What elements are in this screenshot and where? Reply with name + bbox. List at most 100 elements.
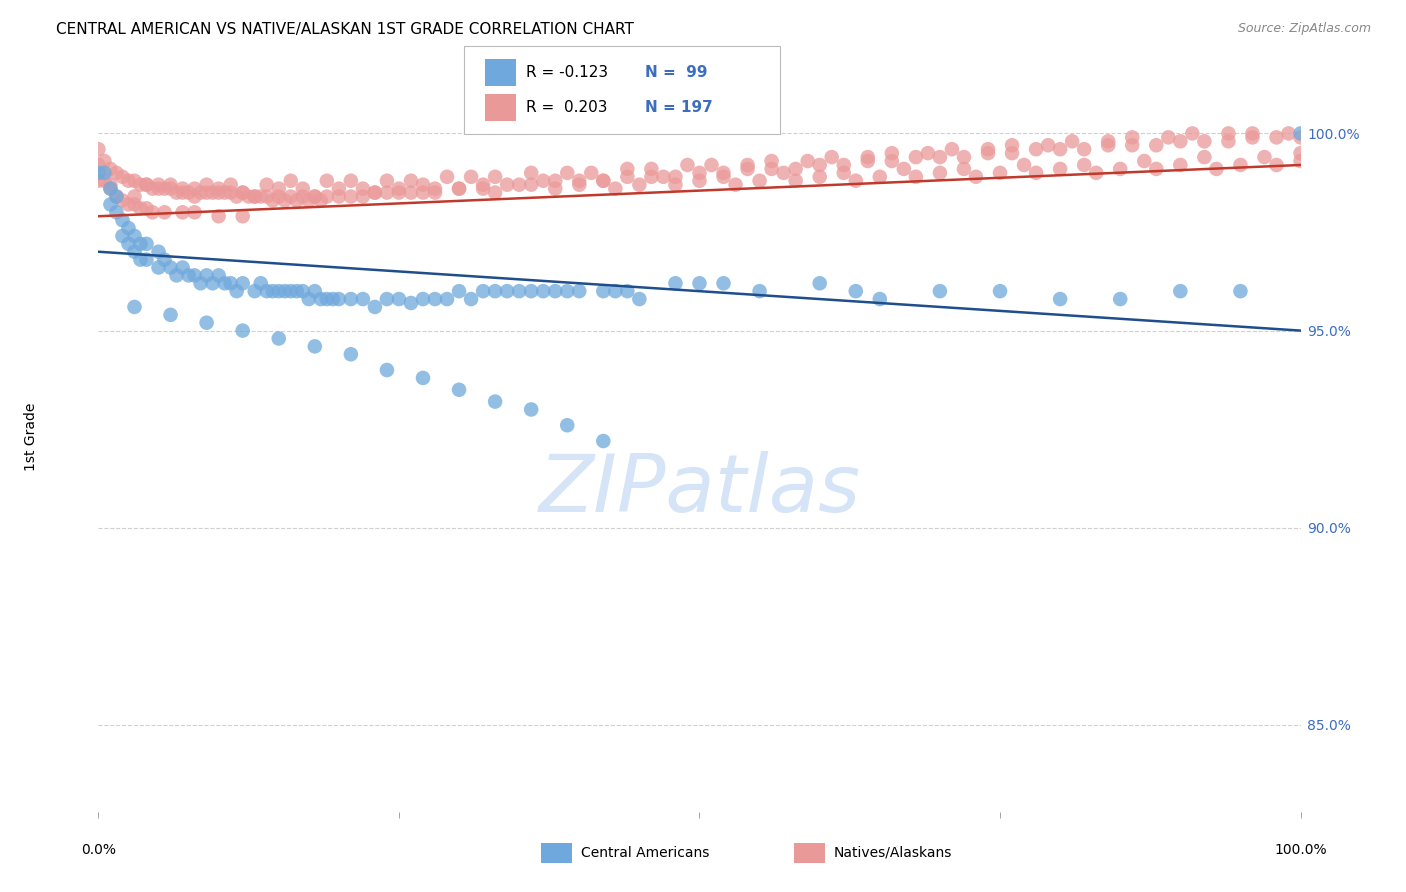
Point <box>208 186 231 200</box>
Point <box>375 174 398 188</box>
Point <box>225 189 247 203</box>
Point <box>412 292 434 306</box>
Point <box>592 434 614 448</box>
Point <box>1265 158 1288 172</box>
Point <box>117 221 139 235</box>
Point <box>460 169 482 184</box>
Point <box>309 292 332 306</box>
Point <box>129 236 152 251</box>
Point <box>232 209 254 223</box>
Point <box>328 189 350 203</box>
Point <box>664 169 686 184</box>
Point <box>232 277 254 291</box>
Point <box>640 161 662 176</box>
Point <box>724 178 747 192</box>
Point <box>87 158 110 172</box>
Point <box>496 178 519 192</box>
Point <box>544 284 567 298</box>
Point <box>124 244 146 259</box>
Point <box>904 169 927 184</box>
Point <box>1194 134 1216 148</box>
Point <box>262 284 284 298</box>
Point <box>1289 127 1312 141</box>
Point <box>124 189 146 203</box>
Point <box>1157 130 1180 145</box>
Point <box>172 260 194 275</box>
Point <box>412 178 434 192</box>
Point <box>412 186 434 200</box>
Point <box>267 189 290 203</box>
Point <box>256 189 278 203</box>
Point <box>280 284 302 298</box>
Text: N =  99: N = 99 <box>645 65 707 80</box>
Point <box>965 169 987 184</box>
Point <box>135 236 157 251</box>
Text: Natives/Alaskans: Natives/Alaskans <box>834 846 952 860</box>
Point <box>412 371 434 385</box>
Point <box>1218 134 1240 148</box>
Point <box>605 181 627 195</box>
Point <box>977 142 1000 156</box>
Point <box>484 169 506 184</box>
Point <box>869 169 891 184</box>
Point <box>100 181 122 195</box>
Point <box>256 284 278 298</box>
Point <box>640 169 662 184</box>
Point <box>748 174 770 188</box>
Point <box>977 146 1000 161</box>
Point <box>177 268 200 283</box>
Point <box>364 300 387 314</box>
Point <box>1025 166 1047 180</box>
Point <box>1012 158 1035 172</box>
Point <box>544 174 567 188</box>
Point <box>460 292 482 306</box>
Point <box>87 174 110 188</box>
Point <box>364 186 387 200</box>
Point <box>100 181 122 195</box>
Point <box>166 268 188 283</box>
Point <box>436 169 458 184</box>
Point <box>568 174 591 188</box>
Point <box>472 178 495 192</box>
Point <box>1170 134 1192 148</box>
Point <box>821 150 844 164</box>
Point <box>447 181 470 195</box>
Point <box>177 186 200 200</box>
Point <box>832 158 855 172</box>
Point <box>243 189 266 203</box>
Point <box>856 154 879 169</box>
Point <box>928 166 950 180</box>
Point <box>172 205 194 219</box>
Point <box>352 292 374 306</box>
Point <box>352 181 374 195</box>
Point <box>436 292 458 306</box>
Point <box>135 178 157 192</box>
Point <box>219 178 242 192</box>
Point <box>1289 154 1312 169</box>
Point <box>328 181 350 195</box>
Point <box>832 166 855 180</box>
Point <box>208 181 231 195</box>
Point <box>1181 127 1204 141</box>
Point <box>135 252 157 267</box>
Point <box>190 277 212 291</box>
Point <box>232 186 254 200</box>
Point <box>555 166 578 180</box>
Point <box>941 142 963 156</box>
Point <box>100 161 122 176</box>
Point <box>688 166 710 180</box>
Point <box>183 205 205 219</box>
Point <box>141 205 163 219</box>
Point <box>845 174 868 188</box>
Point <box>153 181 176 195</box>
Point <box>280 189 302 203</box>
Point <box>159 181 181 195</box>
Point <box>423 181 446 195</box>
Point <box>274 194 297 208</box>
Point <box>135 202 157 216</box>
Point <box>388 186 411 200</box>
Point <box>748 284 770 298</box>
Point <box>195 186 218 200</box>
Point <box>520 284 543 298</box>
Point <box>928 150 950 164</box>
